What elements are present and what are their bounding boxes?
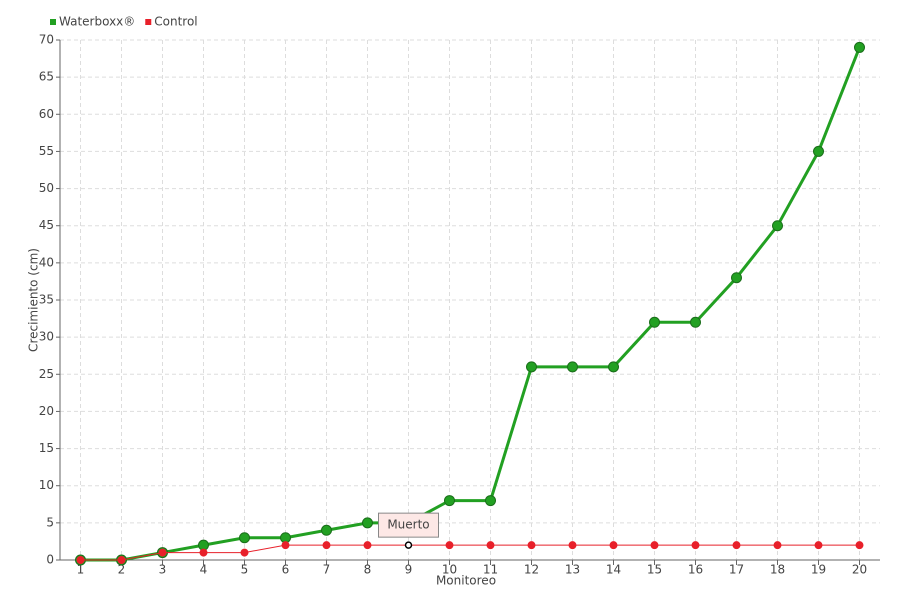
data-point <box>567 361 578 373</box>
data-point <box>363 541 372 550</box>
x-tick-label: 10 <box>442 563 457 577</box>
x-tick-label: 9 <box>405 563 413 577</box>
annotation-text: Muerto <box>387 518 429 532</box>
data-point <box>321 524 332 536</box>
annotation-box <box>378 512 439 538</box>
data-point <box>199 548 208 557</box>
y-axis-label: Crecimiento (cm) <box>27 248 41 352</box>
y-tick-label: 40 <box>39 255 54 269</box>
x-tick-label: 19 <box>811 563 826 577</box>
x-tick-label: 7 <box>323 563 331 577</box>
legend-label: Waterboxx® <box>59 15 135 29</box>
data-point <box>239 532 250 544</box>
data-point <box>568 541 577 550</box>
data-point <box>855 541 864 550</box>
y-tick-label: 50 <box>39 181 54 195</box>
data-point <box>486 541 495 550</box>
legend-swatch <box>145 19 152 25</box>
x-tick-label: 15 <box>647 563 662 577</box>
y-tick-label: 60 <box>39 107 54 121</box>
x-tick-label: 4 <box>200 563 208 577</box>
x-tick-label: 1 <box>77 563 85 577</box>
x-tick-label: 3 <box>159 563 167 577</box>
y-tick-label: 5 <box>46 515 54 529</box>
data-point <box>854 41 865 53</box>
data-point <box>281 541 290 550</box>
data-point <box>772 220 783 232</box>
data-point <box>650 541 659 550</box>
data-point <box>445 541 454 550</box>
data-point <box>444 495 455 507</box>
legend-label: Control <box>154 15 197 29</box>
y-tick-label: 45 <box>39 218 54 232</box>
y-tick-label: 65 <box>39 70 54 84</box>
series-line <box>80 544 860 561</box>
data-point <box>609 541 618 550</box>
y-tick-label: 0 <box>46 553 54 567</box>
data-point <box>76 556 85 564</box>
data-point <box>527 541 536 550</box>
data-point <box>773 541 782 550</box>
y-tick-label: 30 <box>39 330 54 344</box>
data-point <box>404 541 413 549</box>
x-tick-label: 2 <box>118 563 126 577</box>
x-tick-label: 12 <box>524 563 539 577</box>
data-point <box>117 556 126 564</box>
data-point <box>240 548 249 557</box>
y-tick-label: 15 <box>39 441 54 455</box>
data-point <box>814 541 823 550</box>
data-point <box>526 361 537 373</box>
y-tick-label: 10 <box>39 478 54 492</box>
data-point <box>690 316 701 328</box>
data-point <box>691 541 700 550</box>
data-point <box>322 541 331 550</box>
x-tick-label: 18 <box>770 563 785 577</box>
series-line <box>80 46 861 562</box>
data-point <box>362 517 373 529</box>
y-tick-label: 55 <box>39 144 54 158</box>
x-tick-label: 20 <box>852 563 867 577</box>
x-tick-label: 13 <box>565 563 580 577</box>
data-point <box>732 541 741 550</box>
x-tick-label: 16 <box>688 563 703 577</box>
x-tick-label: 17 <box>729 563 744 577</box>
y-tick-label: 25 <box>39 367 54 381</box>
x-tick-label: 11 <box>483 563 498 577</box>
y-tick-label: 20 <box>39 404 54 418</box>
x-tick-label: 8 <box>364 563 372 577</box>
data-point <box>731 272 742 284</box>
data-point <box>649 316 660 328</box>
y-tick-label: 70 <box>39 33 54 47</box>
x-tick-label: 5 <box>241 563 249 577</box>
data-point <box>485 495 496 507</box>
x-tick-label: 6 <box>282 563 290 577</box>
data-point <box>813 145 824 157</box>
x-axis-label: Monitoreo <box>436 574 496 588</box>
y-tick-label: 35 <box>39 293 54 307</box>
x-tick-label: 14 <box>606 563 621 577</box>
data-point <box>608 361 619 373</box>
data-point <box>158 548 167 557</box>
legend-swatch <box>50 19 56 25</box>
